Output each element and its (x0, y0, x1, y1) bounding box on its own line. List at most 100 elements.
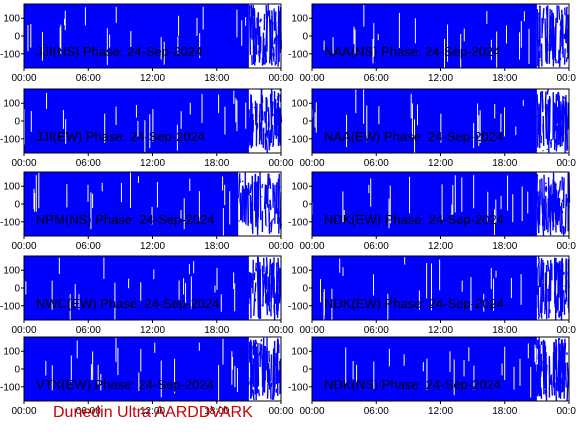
trace-tail (270, 267, 273, 317)
y-tick-label: 0 (14, 200, 20, 211)
trace-tail (542, 358, 545, 364)
trace-tail (540, 358, 543, 372)
x-tick-label: 00:00 (11, 406, 36, 417)
trace-tail (560, 202, 563, 225)
y-tick-label: -100 (0, 134, 20, 145)
x-tick-label: 00:00 (268, 73, 293, 84)
panel-title: NDK(NS) Phase: 24-Sep-2024 (324, 377, 501, 392)
y-tick-label: -100 (288, 49, 308, 60)
panel-title: NPM(NS) Phase: 24-Sep-2024 (36, 212, 214, 227)
trace-tail (537, 256, 541, 264)
phase-trace-fill (312, 89, 537, 153)
trace-tail (545, 6, 549, 27)
x-tick-label: 00:00 (299, 241, 324, 252)
trace-tail (548, 275, 551, 319)
x-tick-label: 12:00 (428, 158, 453, 169)
trace-tail (256, 12, 260, 31)
phase-panel: 100 0 -100 00:00 06:00 12:00 18:00 00:00 NDK(EW)… (288, 171, 576, 252)
trace-tail (536, 94, 539, 112)
trace-tail (268, 204, 271, 234)
trace-tail (544, 186, 547, 193)
trace-tail (547, 99, 550, 153)
trace-tail (275, 108, 278, 110)
trace-tail (265, 139, 268, 153)
x-tick-label: 00:00 (299, 406, 324, 417)
x-tick-label: 18:00 (204, 241, 229, 252)
x-tick-label: 06:00 (76, 325, 101, 336)
trace-tail (564, 376, 567, 380)
trace-tail (546, 260, 550, 271)
trace-tail (564, 193, 567, 232)
trace-tail (558, 311, 561, 318)
y-tick-label: 100 (3, 99, 20, 110)
x-tick-label: 00:00 (11, 241, 36, 252)
trace-tail (274, 21, 278, 38)
x-tick-label: 00:00 (556, 325, 576, 336)
trace-tail (262, 337, 265, 385)
y-tick-label: 0 (302, 32, 308, 43)
trace-tail (539, 365, 543, 377)
trace-tail (542, 209, 545, 213)
trace-tail (545, 107, 548, 131)
panel-title: VTX(EW) Phase: 24-Sep-2024 (36, 377, 214, 392)
x-tick-label: 06:00 (364, 325, 389, 336)
trace-tail (546, 89, 549, 95)
trace-tail (553, 26, 556, 58)
trace-tail (269, 178, 272, 189)
trace-tail (247, 381, 250, 386)
x-tick-label: 00:00 (556, 406, 576, 417)
trace-tail (565, 352, 568, 356)
trace-tail (275, 36, 278, 40)
trace-tail (547, 177, 550, 218)
trace-tail (541, 93, 544, 113)
x-tick-label: 18:00 (204, 158, 229, 169)
trace-tail (539, 273, 543, 314)
trace-tail (265, 5, 268, 20)
trace-tail (247, 189, 250, 224)
phase-panel: 100 0 -100 00:00 06:00 12:00 18:00 00:00 VTX(EW)… (0, 336, 294, 417)
trace-tail (270, 354, 273, 382)
trace-tail (247, 182, 250, 196)
trace-tail (258, 26, 261, 57)
trace-tail (565, 56, 568, 63)
trace-tail (275, 182, 278, 214)
trace-tail (267, 291, 271, 312)
trace-tail (270, 19, 273, 23)
trace-tail (551, 195, 554, 222)
trace-tail (538, 103, 541, 149)
trace-tail (266, 347, 269, 383)
x-tick-label: 12:00 (140, 241, 165, 252)
trace-tail (266, 294, 269, 305)
trace-tail (566, 362, 569, 380)
x-tick-label: 12:00 (140, 325, 165, 336)
trace-tail (264, 202, 267, 226)
trace-tail (264, 44, 268, 63)
trace-tail (266, 225, 268, 227)
phase-panel: 100 0 -100 00:00 06:00 12:00 18:00 00:00 NAA(NS)… (288, 3, 576, 84)
x-tick-label: 12:00 (140, 73, 165, 84)
x-tick-label: 12:00 (428, 73, 453, 84)
trace-tail (253, 292, 256, 316)
y-tick-label: 100 (3, 347, 20, 358)
phase-panel: 100 0 -100 00:00 06:00 12:00 18:00 00:00 JJI(EW)… (0, 88, 294, 169)
trace-tail (270, 219, 273, 233)
trace-tail (538, 5, 541, 33)
phase-panel: 100 0 -100 00:00 06:00 12:00 18:00 00:00 NDK(NS)… (288, 336, 576, 417)
phase-trace-fill (24, 256, 249, 320)
x-tick-label: 18:00 (204, 73, 229, 84)
x-tick-label: 00:00 (299, 158, 324, 169)
y-tick-label: -100 (0, 217, 20, 228)
x-tick-label: 12:00 (428, 325, 453, 336)
trace-tail (550, 374, 554, 396)
trace-tail (551, 193, 555, 228)
trace-tail (564, 362, 567, 388)
trace-tail (556, 198, 560, 226)
y-tick-label: 0 (14, 365, 20, 376)
x-tick-label: 18:00 (492, 406, 517, 417)
trace-tail (558, 337, 561, 341)
trace-tail (274, 12, 277, 25)
trace-tail (549, 15, 552, 52)
x-tick-label: 12:00 (428, 406, 453, 417)
trace-tail (553, 55, 556, 58)
